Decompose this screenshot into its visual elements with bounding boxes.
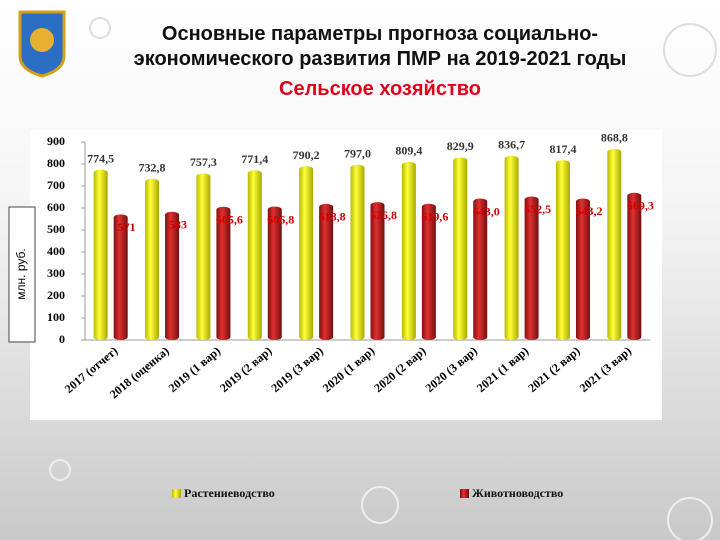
bar bbox=[165, 211, 180, 340]
bar bbox=[627, 192, 642, 340]
value-label: 774,5 bbox=[87, 151, 114, 165]
value-label: 809,4 bbox=[395, 144, 422, 158]
value-label: 606,8 bbox=[267, 212, 294, 226]
value-label: 626,8 bbox=[370, 208, 397, 222]
bar bbox=[401, 161, 416, 340]
value-label: 771,4 bbox=[241, 152, 268, 166]
bar bbox=[196, 173, 211, 340]
y-tick-label: 900 bbox=[47, 134, 65, 148]
bubble bbox=[667, 497, 713, 540]
value-label: 757,3 bbox=[190, 155, 217, 169]
bubble bbox=[89, 17, 111, 39]
bar bbox=[319, 203, 334, 340]
bar bbox=[555, 160, 570, 340]
bubble bbox=[663, 23, 717, 77]
emblem-figure bbox=[30, 28, 54, 52]
legend-label: Растениеводство bbox=[184, 486, 275, 500]
subtitle: Сельское хозяйство bbox=[279, 78, 481, 100]
bar bbox=[113, 214, 128, 340]
value-label: 619,6 bbox=[421, 209, 448, 223]
value-label: 829,9 bbox=[447, 139, 474, 153]
bar bbox=[575, 198, 590, 340]
y-tick-label: 600 bbox=[47, 200, 65, 214]
value-label: 652,5 bbox=[524, 202, 551, 216]
legend-swatch bbox=[172, 489, 181, 498]
title: Основные параметры прогноза социально-эк… bbox=[133, 23, 627, 70]
bar bbox=[267, 206, 282, 340]
bubble bbox=[361, 486, 399, 524]
bubble bbox=[49, 459, 71, 481]
value-label: 817,4 bbox=[549, 142, 576, 156]
bar bbox=[504, 155, 519, 340]
y-tick-label: 100 bbox=[47, 310, 65, 324]
bar bbox=[350, 164, 365, 340]
axis-label-box bbox=[8, 206, 36, 343]
value-label: 643,0 bbox=[473, 204, 500, 218]
value-label: 643,2 bbox=[575, 204, 602, 218]
y-tick-label: 200 bbox=[47, 288, 65, 302]
bar bbox=[370, 202, 385, 340]
value-label: 836,7 bbox=[498, 138, 525, 152]
bar bbox=[145, 178, 160, 340]
bar bbox=[299, 166, 314, 340]
value-label: 868,8 bbox=[601, 131, 628, 145]
bar bbox=[216, 206, 231, 340]
bar bbox=[247, 170, 262, 340]
bar bbox=[421, 203, 436, 340]
value-label: 605,6 bbox=[216, 213, 243, 227]
y-tick-label: 300 bbox=[47, 266, 65, 280]
y-tick-label: 500 bbox=[47, 222, 65, 236]
value-label: 797,0 bbox=[344, 146, 371, 160]
value-label: 571 bbox=[118, 220, 136, 234]
bar bbox=[473, 198, 488, 340]
y-tick-label: 0 bbox=[59, 332, 65, 346]
legend-swatch bbox=[460, 489, 469, 498]
value-label: 583 bbox=[169, 217, 187, 231]
value-label: 669,3 bbox=[627, 199, 654, 213]
y-tick-label: 400 bbox=[47, 244, 65, 258]
value-label: 732,8 bbox=[139, 161, 166, 175]
y-tick-label: 700 bbox=[47, 178, 65, 192]
bar bbox=[453, 157, 468, 340]
value-label: 618,8 bbox=[319, 210, 346, 224]
y-axis-label: млн. руб. bbox=[14, 248, 28, 299]
bar bbox=[93, 169, 108, 340]
legend-label: Животноводство bbox=[472, 486, 563, 500]
bar bbox=[607, 148, 622, 340]
value-label: 790,2 bbox=[293, 148, 320, 162]
y-tick-label: 800 bbox=[47, 156, 65, 170]
bar bbox=[524, 196, 539, 340]
